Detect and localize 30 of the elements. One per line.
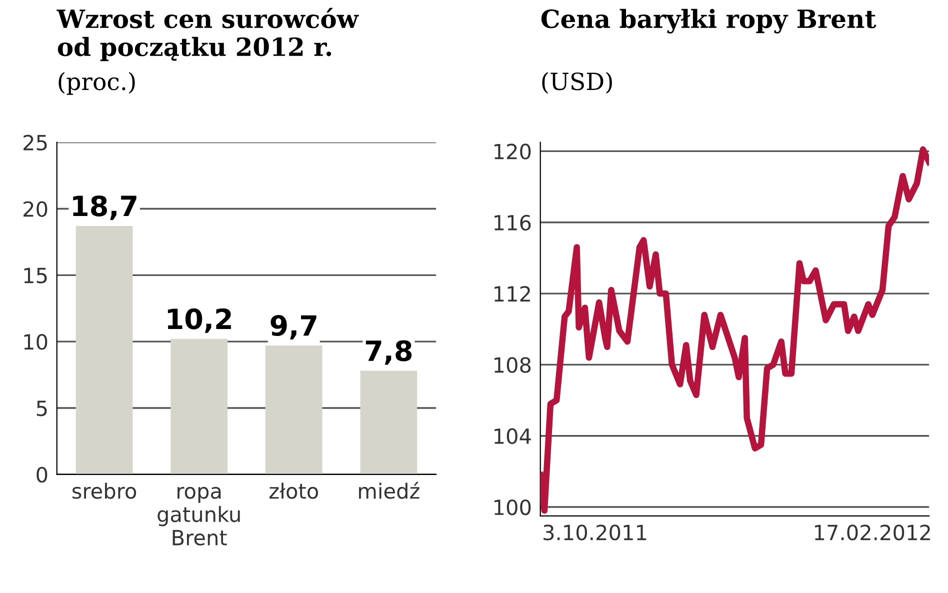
x-tick-label: miedź — [359, 482, 420, 499]
y-tick-label: 15 — [24, 268, 47, 284]
y-tick-label: 108 — [494, 357, 531, 373]
x-tick-label: 3.10.2011 — [544, 524, 646, 540]
y-tick-label: 104 — [494, 428, 531, 444]
data-label: 7,8 — [366, 340, 412, 365]
x-tick-label: ropa gatunku Brent — [158, 486, 240, 546]
y-tick-label: 120 — [494, 144, 531, 160]
y-tick-label: 5 — [36, 400, 47, 416]
y-tick-label: 112 — [494, 286, 530, 302]
y-tick-label: 100 — [494, 499, 531, 516]
chart-subtitle: (USD) — [542, 72, 612, 94]
bar — [76, 226, 133, 474]
y-tick-label: 25 — [24, 134, 47, 151]
bar — [360, 370, 418, 474]
data-label: 9,7 — [270, 315, 316, 340]
y-tick-label: 10 — [24, 334, 48, 350]
data-label: 10,2 — [168, 308, 231, 333]
chart-subtitle: (proc.) — [58, 72, 135, 95]
x-tick-label: złoto — [270, 482, 318, 499]
chart-title: Wzrost cen surowców od początku 2012 r. — [56, 8, 359, 62]
x-tick-label: 17.02.2012 — [815, 524, 930, 540]
bar — [170, 338, 228, 474]
y-tick-label: 20 — [24, 201, 48, 217]
chart-title: Cena baryłki ropy Brent — [541, 8, 876, 34]
y-tick-label: 116 — [494, 214, 531, 231]
data-label: 18,7 — [73, 195, 136, 220]
x-tick-label: srebro — [72, 482, 136, 499]
bar — [265, 346, 322, 474]
y-tick-label: 0 — [36, 466, 48, 483]
